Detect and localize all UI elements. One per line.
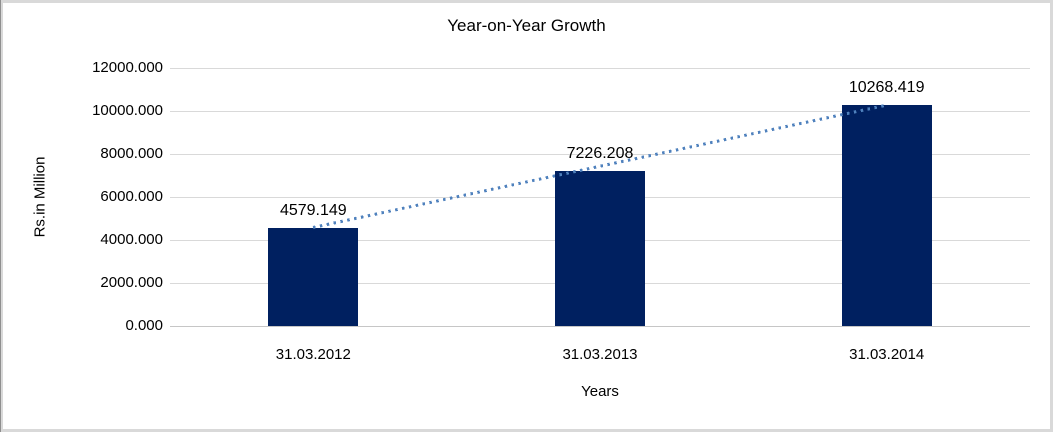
y-tick-label: 12000.000	[92, 59, 163, 76]
bar	[841, 105, 932, 326]
bar	[555, 170, 645, 326]
x-tick-label: 31.03.2013	[562, 346, 638, 363]
bar	[268, 227, 359, 326]
bar-value-label: 7226.208	[566, 144, 634, 162]
x-tick-label: 31.03.2014	[849, 346, 925, 363]
x-axis-title: Years	[581, 383, 619, 400]
bar-value-label: 4579.149	[279, 201, 347, 219]
gridline	[170, 111, 1030, 112]
y-tick-label: 8000.000	[100, 145, 163, 162]
y-tick-label: 6000.000	[100, 188, 163, 205]
chart-title: Year-on-Year Growth	[447, 16, 606, 35]
gridline	[170, 154, 1030, 155]
x-tick-label: 31.03.2012	[275, 346, 351, 363]
y-tick-label: 4000.000	[100, 231, 163, 248]
y-tick-label: 2000.000	[100, 274, 163, 291]
y-tick-label: 10000.000	[92, 102, 163, 119]
x-axis-line	[170, 326, 1030, 327]
gridline	[170, 68, 1030, 69]
bar-value-label: 10268.419	[848, 79, 925, 97]
y-tick-label: 0.000	[125, 317, 163, 334]
